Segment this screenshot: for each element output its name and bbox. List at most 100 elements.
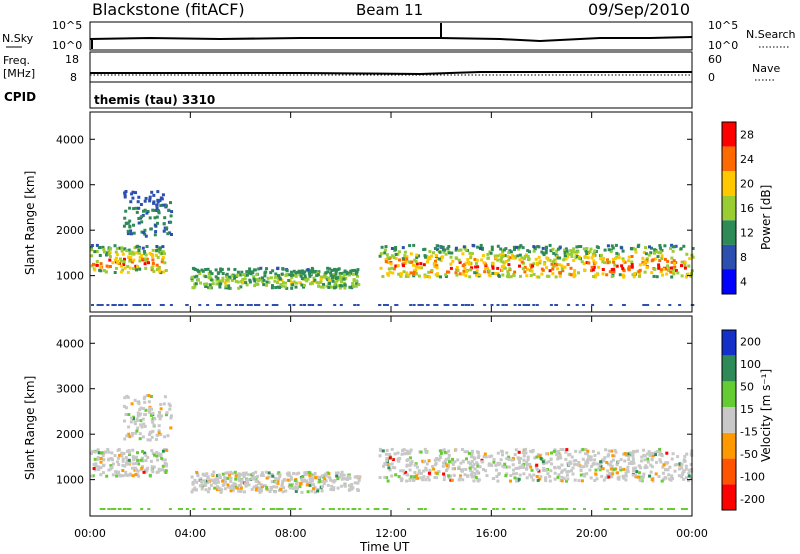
power-cell	[132, 252, 136, 256]
velocity-cell	[450, 460, 454, 464]
velocity-cell	[609, 463, 612, 467]
power-cell	[120, 246, 124, 250]
velocity-cell	[257, 482, 261, 486]
power-cell	[226, 277, 230, 281]
power-cell	[121, 268, 125, 272]
velocity-cell	[219, 490, 223, 494]
velocity-cell	[540, 508, 544, 510]
freq-left-label-2: [MHz]	[3, 67, 35, 80]
power-cell	[274, 272, 278, 276]
velocity-cell	[252, 485, 256, 489]
power-cell	[339, 304, 343, 306]
velocity-cell	[376, 508, 380, 510]
velocity-cell	[525, 460, 529, 464]
power-cell	[432, 251, 435, 255]
velocity-cell	[203, 479, 206, 483]
velocity-cell	[593, 458, 597, 462]
power-cell	[156, 198, 160, 202]
velocity-cell	[136, 473, 140, 477]
power-cell	[116, 260, 120, 263]
power-cell	[352, 279, 356, 283]
power-cell	[606, 258, 609, 262]
velocity-ylabel: Slant Range [km]	[23, 376, 37, 480]
velocity-cell	[272, 485, 276, 489]
power-cell	[486, 252, 490, 256]
power-cell	[249, 304, 253, 306]
power-cell	[609, 304, 613, 306]
power-cell	[122, 263, 126, 266]
power-cell	[491, 264, 495, 268]
velocity-cell	[143, 468, 147, 472]
velocity-cell	[221, 479, 225, 483]
velocity-cell	[442, 461, 445, 465]
power-cell	[285, 269, 289, 273]
velocity-cell	[343, 483, 347, 487]
velocity-cell	[125, 473, 129, 477]
velocity-cell	[417, 471, 421, 475]
velocity-cell	[505, 451, 509, 455]
velocity-cell	[254, 479, 258, 483]
power-cell	[615, 264, 619, 268]
power-cell	[490, 245, 494, 249]
power-cell	[324, 276, 328, 279]
power-cell	[435, 244, 439, 248]
velocity-cell	[338, 475, 341, 479]
velocity-cell	[123, 437, 127, 441]
power-cell	[356, 274, 359, 278]
power-cell	[403, 250, 407, 254]
power-cell	[549, 249, 553, 253]
velocity-cell	[472, 457, 476, 461]
power-cell	[215, 278, 219, 282]
velocity-cell	[631, 454, 635, 458]
power-cell	[668, 304, 672, 306]
velocity-cell	[340, 470, 344, 474]
power-cell	[206, 267, 210, 271]
velocity-cell	[335, 474, 339, 478]
velocity-cell	[584, 462, 588, 466]
power-cell	[148, 216, 152, 220]
power-cell	[105, 253, 108, 257]
velocity-cell	[421, 459, 425, 463]
power-cell	[216, 276, 220, 280]
velocity-cell	[141, 456, 144, 460]
power-cell	[558, 271, 562, 275]
velocity-cell	[512, 468, 516, 472]
velocity-cell	[626, 508, 630, 510]
power-cell	[545, 246, 548, 249]
velocity-cell	[224, 471, 228, 475]
velocity-cell	[276, 508, 280, 510]
velocity-cell	[525, 463, 529, 467]
velocity-cell	[623, 508, 626, 510]
velocity-cell	[324, 472, 328, 476]
velocity-cell	[236, 508, 240, 510]
power-cell	[585, 247, 589, 250]
power-cell	[142, 231, 146, 235]
power-cell	[504, 259, 508, 263]
power-cell	[437, 257, 441, 261]
velocity-cell	[117, 448, 121, 451]
power-cell	[123, 216, 127, 220]
power-cell	[439, 275, 442, 279]
power-cell	[526, 255, 530, 258]
power-cell	[264, 270, 268, 274]
velocity-cell	[650, 478, 654, 481]
power-cell	[564, 247, 568, 251]
power-cell	[436, 257, 440, 261]
power-cell	[143, 199, 147, 203]
velocity-cell	[152, 465, 156, 469]
power-cell	[169, 214, 173, 218]
power-cell	[138, 267, 142, 271]
velocity-cell	[535, 475, 539, 478]
velocity-cell	[196, 474, 200, 478]
power-cell	[161, 257, 165, 261]
power-cell	[207, 276, 211, 280]
velocity-cell	[130, 416, 133, 420]
velocity-cell	[423, 459, 427, 463]
power-cell	[115, 266, 118, 270]
velocity-cell	[203, 473, 207, 477]
velocity-cell	[241, 471, 245, 475]
velocity-cell	[433, 458, 437, 462]
power-cell	[345, 270, 349, 274]
power-cell	[290, 276, 294, 279]
